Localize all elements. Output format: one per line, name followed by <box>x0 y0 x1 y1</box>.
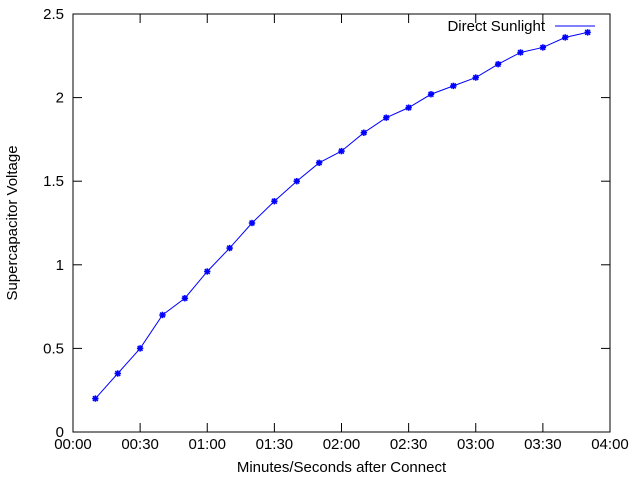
y-axis-ticks: 0 0.5 1 1.5 2 2.5 <box>43 6 610 441</box>
data-point <box>517 49 524 56</box>
data-point <box>360 129 368 136</box>
data-point <box>383 114 390 121</box>
x-tick-label: 01:00 <box>188 436 226 453</box>
x-tick-label: 03:30 <box>524 436 562 453</box>
x-tick-label: 03:00 <box>457 436 495 453</box>
x-axis-label: Minutes/Seconds after Connect <box>237 459 447 476</box>
data-point <box>114 370 121 377</box>
y-tick-label: 1.5 <box>43 173 64 190</box>
legend-label: Direct Sunlight <box>447 18 545 35</box>
y-tick-label: 0.5 <box>43 340 64 357</box>
data-point <box>159 311 166 319</box>
data-point <box>427 91 435 98</box>
x-tick-label: 04:00 <box>591 436 629 453</box>
y-tick-label: 2.5 <box>43 6 64 23</box>
data-point <box>584 29 591 36</box>
data-point <box>293 178 300 185</box>
data-point <box>539 44 547 51</box>
y-tick-label: 2 <box>56 90 64 107</box>
plot-frame <box>72 13 611 433</box>
data-point <box>136 345 144 352</box>
data-point <box>405 104 412 111</box>
data-point <box>181 295 189 302</box>
data-point <box>562 34 569 41</box>
data-point <box>315 159 323 167</box>
legend: Direct Sunlight <box>447 18 595 35</box>
y-tick-label: 1 <box>56 257 64 274</box>
x-tick-label: 02:30 <box>390 436 428 453</box>
data-point <box>494 60 502 68</box>
data-point <box>450 82 457 90</box>
data-point <box>248 219 256 227</box>
data-point <box>92 395 99 402</box>
series-line <box>95 31 588 399</box>
data-point <box>226 244 233 252</box>
data-point <box>271 198 278 205</box>
x-tick-label: 00:30 <box>121 436 159 453</box>
x-axis-ticks: 00:00 00:30 01:00 01:30 02:00 02:30 03:00 03:30… <box>54 14 629 453</box>
data-point <box>338 147 345 155</box>
y-tick-label: 0 <box>56 424 64 441</box>
data-point <box>472 74 479 81</box>
series-layer <box>92 29 591 402</box>
y-axis-label: Supercapacitor Voltage <box>4 145 21 300</box>
x-tick-label: 01:30 <box>256 436 294 453</box>
data-point <box>204 268 211 275</box>
x-tick-label: 02:00 <box>323 436 361 453</box>
x-tick-label: 00:00 <box>54 436 92 453</box>
